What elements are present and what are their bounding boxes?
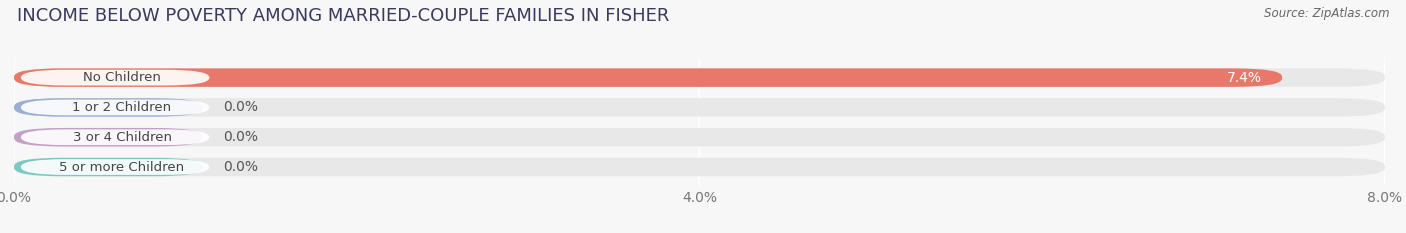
Text: 7.4%: 7.4% xyxy=(1226,71,1261,85)
FancyBboxPatch shape xyxy=(14,68,1282,87)
FancyBboxPatch shape xyxy=(14,98,1385,117)
Text: No Children: No Children xyxy=(83,71,160,84)
FancyBboxPatch shape xyxy=(14,158,202,176)
FancyBboxPatch shape xyxy=(14,128,1385,147)
FancyBboxPatch shape xyxy=(14,128,202,147)
FancyBboxPatch shape xyxy=(21,99,209,115)
Text: 3 or 4 Children: 3 or 4 Children xyxy=(73,131,172,144)
FancyBboxPatch shape xyxy=(14,98,202,117)
FancyBboxPatch shape xyxy=(14,158,1385,176)
Text: Source: ZipAtlas.com: Source: ZipAtlas.com xyxy=(1264,7,1389,20)
Text: 0.0%: 0.0% xyxy=(224,130,259,144)
Text: 0.0%: 0.0% xyxy=(224,100,259,114)
Text: 5 or more Children: 5 or more Children xyxy=(59,161,184,174)
FancyBboxPatch shape xyxy=(21,129,209,145)
Text: 0.0%: 0.0% xyxy=(224,160,259,174)
FancyBboxPatch shape xyxy=(14,68,1385,87)
Text: INCOME BELOW POVERTY AMONG MARRIED-COUPLE FAMILIES IN FISHER: INCOME BELOW POVERTY AMONG MARRIED-COUPL… xyxy=(17,7,669,25)
FancyBboxPatch shape xyxy=(21,159,209,175)
Text: 1 or 2 Children: 1 or 2 Children xyxy=(73,101,172,114)
FancyBboxPatch shape xyxy=(21,70,209,86)
